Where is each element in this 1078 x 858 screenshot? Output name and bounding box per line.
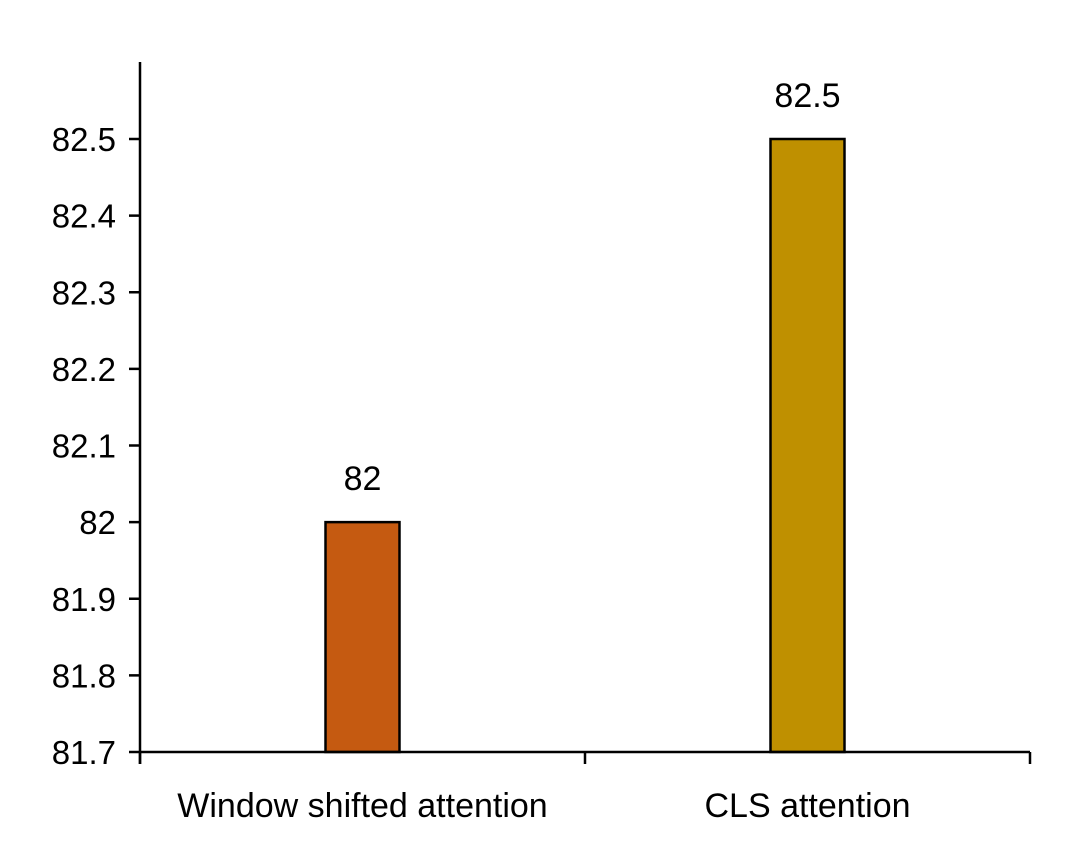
y-tick-label: 82.3 (52, 274, 116, 311)
y-tick-label: 82 (79, 504, 116, 541)
data-label-1: 82 (344, 460, 382, 498)
y-tick-label: 81.7 (52, 734, 116, 771)
category-label-1: Window shifted attention (177, 787, 547, 825)
category-labels: Window shifted attention CLS attention (177, 787, 910, 825)
data-labels: 82 82.5 (344, 77, 841, 498)
y-tick-label: 82.4 (52, 198, 116, 235)
category-label-2: CLS attention (704, 787, 910, 825)
y-tick-label: 82.2 (52, 351, 116, 388)
data-label-2: 82.5 (774, 77, 840, 115)
y-tick-label: 81.8 (52, 657, 116, 694)
y-tick-label: 81.9 (52, 581, 116, 618)
y-tick-label: 82.5 (52, 121, 116, 158)
bar-1 (324, 520, 401, 754)
bar-2 (769, 137, 846, 754)
y-axis-ticks: 81.7 81.8 81.9 82 82.1 82.2 82.3 82.4 82.5 (52, 121, 140, 771)
bars (324, 137, 846, 754)
x-axis-ticks (138, 752, 1032, 764)
y-tick-label: 82.1 (52, 428, 116, 465)
